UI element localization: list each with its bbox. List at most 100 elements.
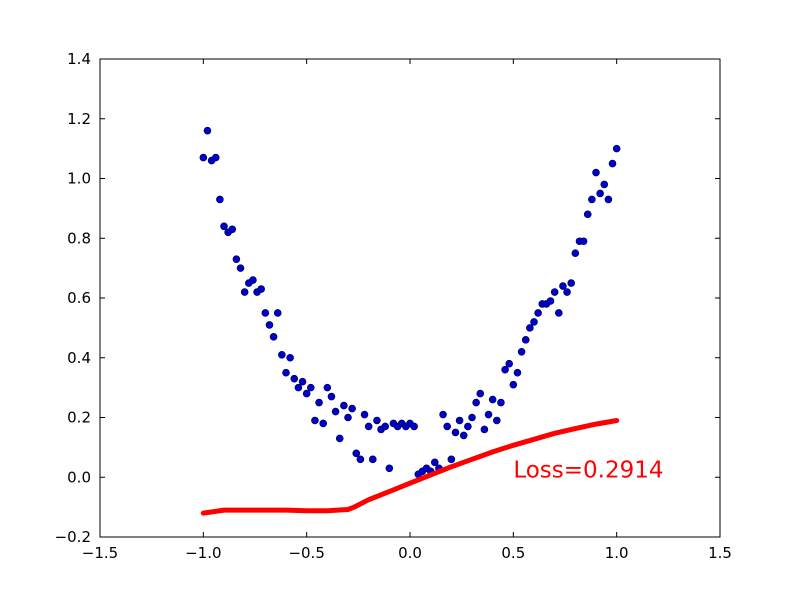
scatter-point [579,237,588,246]
scatter-point [364,422,373,431]
scatter-point [327,392,336,401]
scatter-point [588,195,596,204]
scatter-point [596,189,604,198]
scatter-point [348,404,356,413]
scatter-point [228,225,237,234]
scatter-point [323,383,332,392]
x-tick-label: 1.0 [605,544,629,562]
y-tick-label: 0.6 [67,289,91,307]
x-tick-label: 0.5 [501,544,525,562]
scatter-point [430,458,439,467]
scatter-point [381,422,390,431]
scatter-point [410,422,418,431]
scatter-point [534,309,542,317]
scatter-point [447,455,456,464]
y-tick-label: 1.0 [67,170,91,188]
scatter-point [331,407,340,416]
scatter-point [311,416,319,425]
scatter-point [269,333,278,341]
plot-frame [99,58,721,538]
scatter-point [315,398,323,407]
y-tick-label: 1.2 [67,110,91,128]
scatter-point [468,413,476,422]
scatter-point [521,336,530,344]
scatter-point [612,144,621,153]
scatter-point [302,389,311,398]
scatter-point [344,413,352,422]
y-tick-label: 0.4 [67,349,91,367]
scatter-point [294,383,303,392]
scatter-point [464,422,472,431]
scatter-point [600,180,609,189]
scatter-point [290,374,299,383]
scatter-point [604,195,613,204]
scatter-point [286,353,294,362]
scatter-point [563,288,571,296]
scatter-point [298,377,307,386]
scatter-point [356,455,365,464]
scatter-point [592,168,600,177]
scatter-point [451,428,460,437]
scatter-point [517,347,526,356]
y-tick-label: 0.0 [67,468,91,486]
scatter-point [319,419,328,428]
fit-line [200,418,620,516]
scatter-point [526,324,534,332]
scatter-point [550,288,559,296]
y-tick-label: 1.4 [67,50,91,68]
scatter-point [530,318,538,326]
scatter-point [559,282,567,290]
scatter-point [220,222,228,231]
scatter-point [236,264,245,272]
scatter-point [567,279,575,287]
x-tick-label: 0.0 [398,544,422,562]
scatter-point [216,195,224,204]
scatter-point [273,309,282,317]
scatter-point [459,431,468,440]
x-tick-label: −0.5 [288,544,324,562]
scatter-point [306,383,315,392]
scatter-point [265,321,274,329]
scatter-point [492,416,501,425]
scatter-point [513,368,522,377]
scatter-point [488,395,497,404]
scatter-point [282,368,290,377]
y-tick-label: −0.2 [55,528,91,546]
scatter-point [509,380,518,389]
scatter-point [257,285,266,293]
scatter-point [497,398,505,407]
scatter-point [476,389,485,398]
scatter-point [340,401,348,410]
scatter-point [232,255,241,263]
scatter-point [443,422,452,431]
scatter-point [278,350,286,359]
scatter-point [608,159,617,168]
scatter-point [439,410,447,419]
scatter-point [199,153,208,162]
scatter-point [249,276,257,284]
scatter-point [505,359,514,368]
scatter-point [484,410,493,419]
scatter-point [455,416,464,425]
scatter-point [240,288,249,296]
scatter-point [335,434,344,443]
scatter-point [368,455,377,464]
scatter-point [352,449,361,458]
x-tick-label: −1.5 [82,544,118,562]
loss-annotation: Loss=0.2914 [513,457,663,483]
y-tick-label: 0.2 [67,409,91,427]
scatter-point [546,297,555,305]
scatter-series [199,126,621,479]
scatter-point [571,249,580,257]
scatter-point [385,464,394,473]
scatter-point [583,210,592,219]
scatter-point [211,153,220,162]
y-tick-label: 0.8 [67,229,91,247]
scatter-point [501,365,509,374]
scatter-point [360,410,369,419]
scatter-point [480,425,489,434]
scatter-point [203,126,212,135]
x-tick-label: 1.5 [708,544,732,562]
